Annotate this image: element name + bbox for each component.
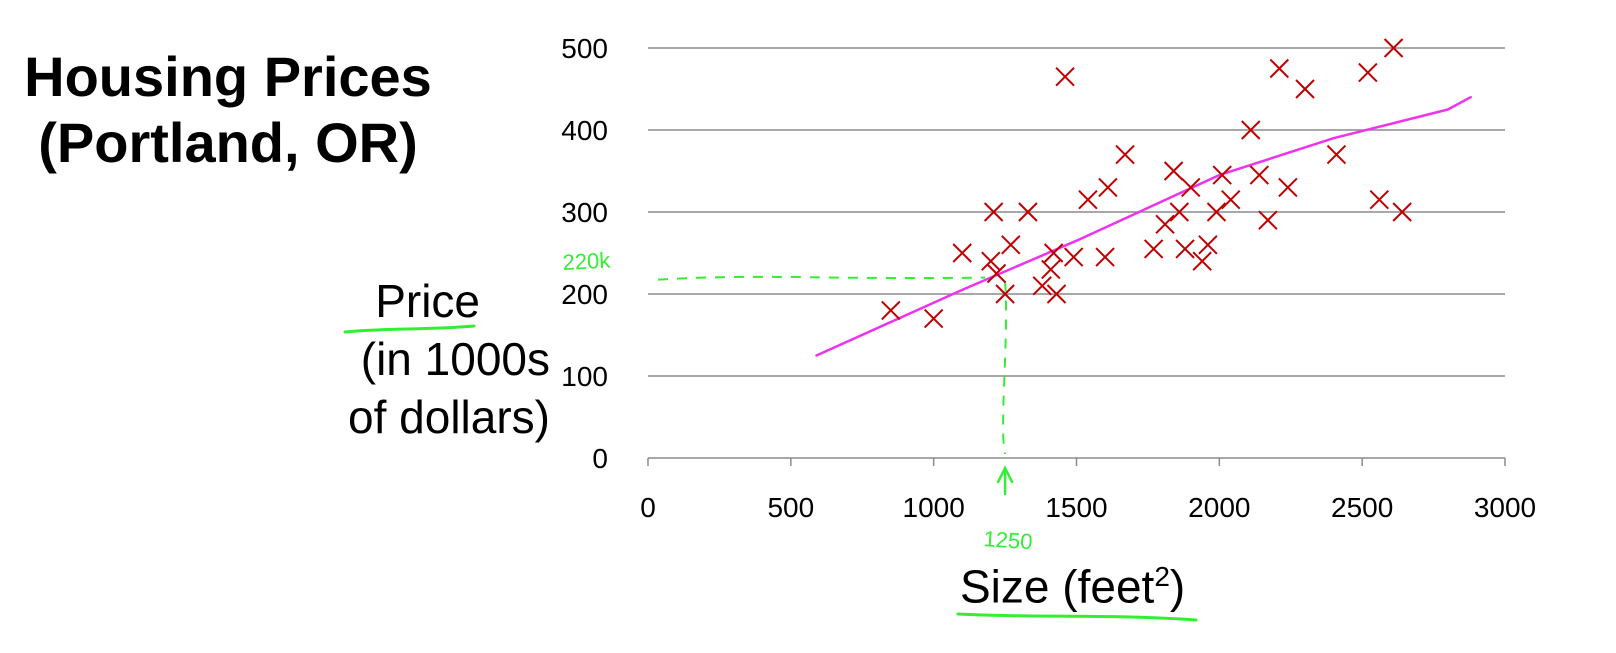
data-point-21 [1163, 161, 1184, 181]
x-axis-label-superscript: 2 [1154, 561, 1170, 592]
fitted-line-group [815, 95, 1472, 357]
y-axis-label-line-3: of dollars) [348, 391, 550, 443]
tick-labels: 0 100 200 300 400 500 0 500 1000 1500 2000 2500 3000 [561, 33, 1536, 523]
data-point-11 [1043, 243, 1064, 263]
data-point-23 [1175, 239, 1195, 259]
x-axis-label-close: ) [1169, 560, 1186, 613]
data-point-4 [983, 202, 1004, 222]
axes [647, 457, 1506, 466]
data-point-3 [981, 251, 1001, 271]
data-point-13 [1055, 66, 1075, 87]
gridlines [648, 47, 1505, 377]
data-point-26 [1198, 235, 1218, 255]
data-point-36 [1326, 144, 1347, 165]
x-tick-label-1500: 1500 [1045, 492, 1107, 523]
data-point-39 [1383, 38, 1404, 58]
data-point-40 [1392, 202, 1412, 222]
y-tick-label-0: 0 [592, 443, 608, 474]
x-tick-label-500: 500 [767, 492, 814, 523]
data-point-30 [1241, 120, 1261, 140]
data-point-32 [1258, 210, 1278, 230]
data-point-27 [1206, 202, 1227, 222]
title-line-2: (Portland, OR) [38, 111, 418, 174]
data-point-18 [1115, 144, 1135, 165]
data-point-37 [1358, 62, 1378, 83]
size-underline [956, 612, 1198, 622]
x-tick-label-3000: 3000 [1474, 492, 1536, 523]
data-point-38 [1369, 189, 1390, 210]
x-tick-label-0: 0 [640, 492, 656, 523]
x-axis-label: Size (feet2) [960, 548, 1185, 615]
data-point-28 [1212, 165, 1232, 185]
annotation-220k: 220k [562, 247, 612, 275]
price-underline [343, 324, 476, 334]
x-axis-label-text: Size (feet [960, 560, 1155, 613]
data-point-34 [1278, 177, 1298, 198]
y-axis-label: Price (in 1000s of dollars) [250, 272, 550, 446]
data-point-12 [1046, 284, 1067, 304]
data-point-19 [1143, 239, 1164, 259]
data-point-24 [1181, 177, 1201, 198]
y-tick-label-200: 200 [561, 279, 608, 310]
data-points [881, 38, 1412, 329]
data-point-17 [1098, 177, 1118, 198]
data-point-2 [952, 243, 972, 263]
title-line-1: Housing Prices [24, 45, 432, 108]
y-axis-label-line-2: (in 1000s [360, 333, 550, 385]
data-point-15 [1078, 189, 1098, 210]
data-point-1 [923, 308, 944, 329]
chart-title: Housing Prices (Portland, OR) [8, 44, 448, 176]
data-point-22 [1169, 202, 1190, 222]
data-point-7 [1001, 235, 1021, 255]
data-point-16 [1095, 247, 1115, 267]
y-axis-label-line-1: Price [375, 275, 480, 327]
x-tick-label-2500: 2500 [1331, 492, 1393, 523]
data-point-33 [1269, 58, 1290, 79]
x-tick-label-1000: 1000 [903, 492, 965, 523]
x-tick-label-2000: 2000 [1188, 492, 1250, 523]
y-tick-label-500: 500 [561, 33, 608, 64]
y-tick-label-400: 400 [561, 115, 608, 146]
vertical-guide-line [1002, 281, 1008, 455]
arrow-icon [996, 465, 1014, 496]
data-point-6 [995, 284, 1015, 304]
horizontal-guide-line [657, 275, 986, 281]
hand-annotations: 220k 1250 [343, 247, 1198, 622]
data-point-10 [1041, 259, 1061, 280]
data-point-29 [1221, 189, 1241, 210]
data-point-9 [1032, 276, 1052, 296]
data-point-0 [881, 300, 901, 321]
fitted-line [815, 95, 1472, 357]
data-point-5 [986, 263, 1007, 284]
y-tick-label-100: 100 [561, 361, 608, 392]
data-point-31 [1249, 165, 1270, 185]
data-point-8 [1018, 202, 1038, 222]
data-point-14 [1063, 247, 1084, 267]
data-point-20 [1155, 214, 1175, 235]
data-point-25 [1192, 251, 1212, 271]
y-tick-label-300: 300 [561, 197, 608, 228]
data-point-35 [1295, 79, 1315, 99]
annotation-1250: 1250 [983, 526, 1034, 554]
